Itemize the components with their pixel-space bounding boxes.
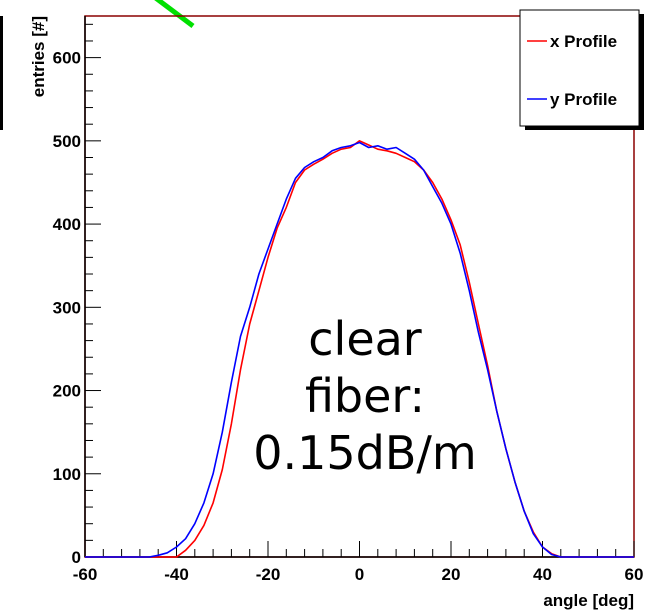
x-tick-label: 40: [533, 565, 552, 584]
legend-label-x: x Profile: [550, 32, 617, 51]
green-marker-line: [153, 0, 193, 26]
x-tick-label: 60: [625, 565, 644, 584]
legend-label-y: y Profile: [550, 90, 617, 109]
y-tick-label: 600: [53, 49, 81, 68]
y-tick-label: 300: [53, 298, 81, 317]
legend: x Profile y Profile: [520, 10, 644, 130]
x-tick-label: -20: [256, 565, 281, 584]
annotation-line-1: clear: [308, 312, 422, 366]
x-axis-title: angle [deg]: [543, 591, 634, 610]
x-tick-label: 0: [355, 565, 364, 584]
annotation-line-2: fiber:: [305, 369, 425, 423]
y-axis-title: entries [#]: [29, 16, 48, 97]
x-tick-label: -40: [164, 565, 189, 584]
x-tick-label: 20: [442, 565, 461, 584]
annotation-line-3: 0.15dB/m: [253, 426, 477, 480]
y-tick-label: 400: [53, 215, 81, 234]
y-tick-label: 500: [53, 132, 81, 151]
y-tick-label: 100: [53, 465, 81, 484]
y-tick-label: 200: [53, 382, 81, 401]
x-tick-label: -60: [73, 565, 98, 584]
left-edge-bar: [0, 16, 3, 130]
